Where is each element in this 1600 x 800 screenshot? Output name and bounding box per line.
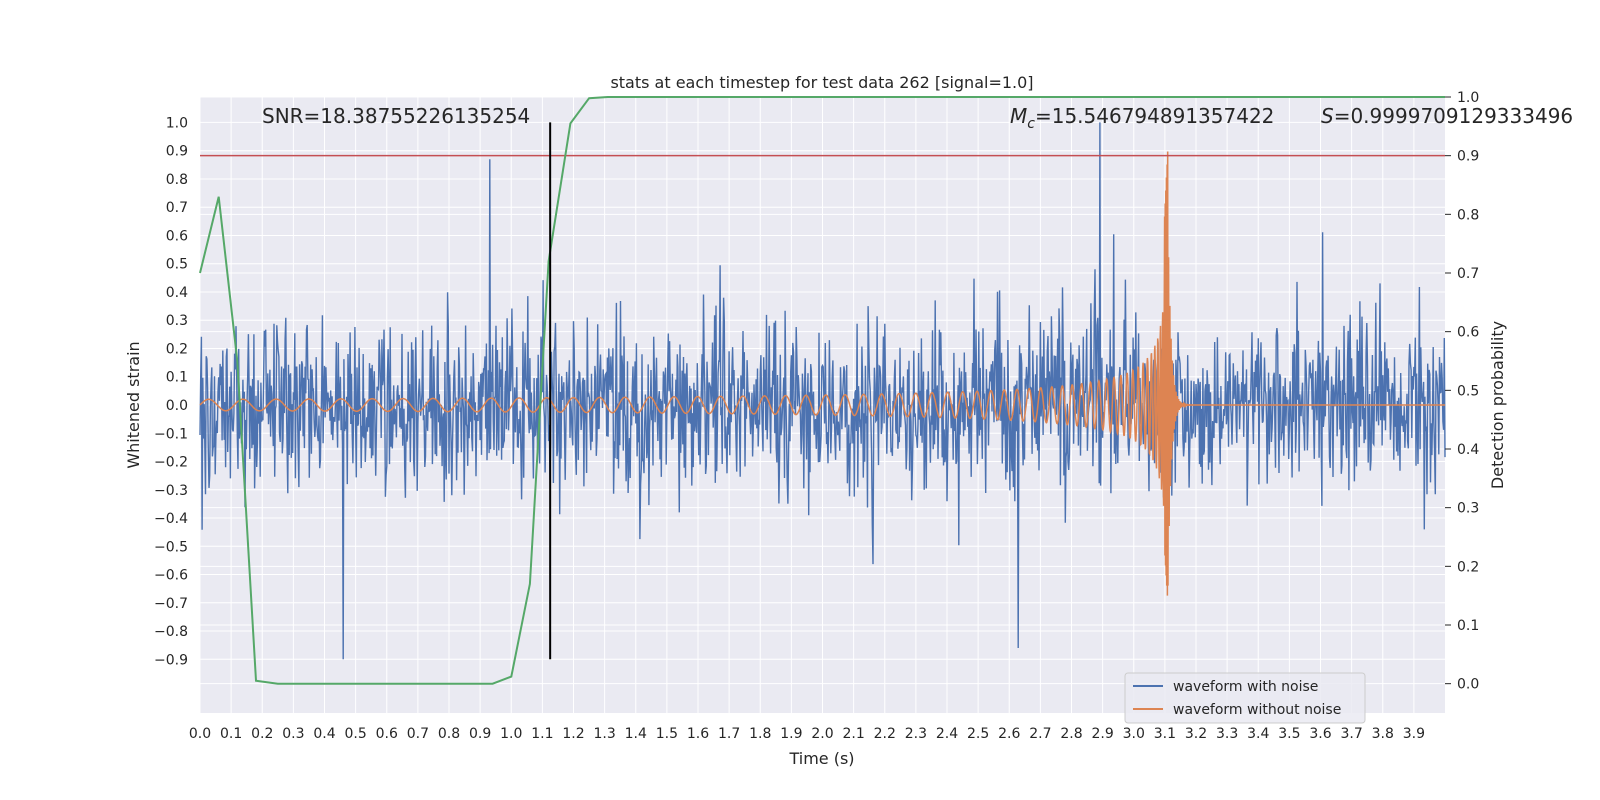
y-tick-labels: 1.0 0.9 0.8 0.7 0.6 0.5 0.4 0.3 0.2 0.1 0.0 −0.1 −0.… [154,115,188,668]
y2-tick-label: 0.0 [1457,677,1479,693]
x-tick-label: 3.4 [1247,726,1269,742]
y-tick-label: 0.0 [166,398,188,414]
x-tick-label: 0.4 [313,726,335,742]
x-tick-label: 2.1 [842,726,864,742]
y2-tick-label: 0.8 [1457,207,1479,223]
y-tick-label: −0.6 [154,568,188,584]
y2-tick-label: 0.5 [1457,383,1479,399]
y2-tick-label: 0.1 [1457,618,1479,634]
y-tick-label: 0.5 [166,257,188,273]
series-line-detection-probability [199,96,1445,685]
legend: waveform with noise waveform without noi… [1124,672,1366,724]
chirp-mass-value: =15.546794891357422 [1035,104,1274,128]
x-tick-label: 1.1 [531,726,553,742]
y-tick-label: 0.9 [166,144,188,160]
x-tick-label: 1.6 [687,726,709,742]
y-tick-label: −0.9 [154,652,188,668]
x-tick-label: 1.2 [562,726,584,742]
y2-tick-label: 0.7 [1457,266,1479,282]
y-tick-label: 0.8 [166,172,188,188]
y-tick-label: 0.3 [166,313,188,329]
x-tick-label: 1.3 [593,726,615,742]
y-tick-label: −0.5 [154,539,188,555]
y-tick-label: 0.1 [166,370,188,386]
x-tick-label: 0.7 [407,726,429,742]
x-tick-label: 0.8 [438,726,460,742]
y2-tick-label: 0.6 [1457,325,1479,341]
x-tick-labels: 0.0 0.1 0.2 0.3 0.4 0.5 0.6 0.7 0.8 0.9 1.0 1.1 1.2 1… [189,726,1425,742]
x-tick-label: 0.1 [220,726,242,742]
score-annotation: S=0.9999709129333496 [1321,104,1573,128]
x-tick-label: 1.4 [625,726,647,742]
y2-tick-label: 0.2 [1457,559,1479,575]
y2-tick-label: 0.4 [1457,442,1479,458]
legend-label-noise: waveform with noise [1173,679,1318,695]
x-tick-label: 2.9 [1091,726,1113,742]
score-symbol: S [1321,104,1334,128]
x-tick-label: 1.9 [780,726,802,742]
x-tick-label: 3.8 [1372,726,1394,742]
grid-horizontal [200,121,1445,660]
x-tick-label: 1.5 [656,726,678,742]
y-tick-label: 0.7 [166,200,188,216]
x-tick-label: 2.7 [1029,726,1051,742]
x-tick-label: 3.7 [1340,726,1362,742]
y-tick-label: −0.8 [154,624,188,640]
series-layer [199,96,1446,685]
y-tick-label: −0.2 [154,455,188,471]
x-tick-label: 3.9 [1403,726,1425,742]
x-tick-label: 0.2 [251,726,273,742]
x-tick-label: 1.8 [749,726,771,742]
chirp-mass-annotation: Mc=15.546794891357422 [1010,104,1274,132]
x-tick-label: 2.2 [874,726,896,742]
x-tick-label: 2.5 [967,726,989,742]
x-tick-label: 0.5 [344,726,366,742]
x-tick-label: 0.0 [189,726,211,742]
x-tick-label: 1.7 [718,726,740,742]
y-tick-label: −0.3 [154,483,188,499]
x-tick-label: 0.6 [376,726,398,742]
x-tick-label: 2.4 [936,726,958,742]
x-tick-label: 0.9 [469,726,491,742]
legend-box [1124,672,1366,724]
y2-tick-label: 0.3 [1457,501,1479,517]
x-tick-label: 1.0 [500,726,522,742]
x-tick-label: 2.6 [998,726,1020,742]
x-tick-label: 2.3 [905,726,927,742]
chart-title: stats at each timestep for test data 262… [610,73,1033,92]
snr-annotation: SNR=18.38755226135254 [262,104,530,128]
y2-tick-label: 0.9 [1457,149,1479,165]
y-tick-label: 0.2 [166,341,188,357]
legend-label-clean: waveform without noise [1173,702,1341,718]
x-tick-label: 0.3 [282,726,304,742]
y-tick-label: −0.1 [154,426,188,442]
x-tick-label: 2.8 [1060,726,1082,742]
x-tick-label: 3.3 [1216,726,1238,742]
y-tick-label: 0.6 [166,228,188,244]
x-tick-label: 3.0 [1123,726,1145,742]
chirp-mass-subscript: c [1027,116,1035,132]
x-tick-label: 3.2 [1185,726,1207,742]
y2-axis-label: Detection probability [1488,321,1507,489]
x-tick-label: 3.5 [1278,726,1300,742]
y-tick-label: 1.0 [166,115,188,131]
series-line-waveform-with-noise [199,122,1446,660]
series-line-waveform-without-noise [199,151,1445,596]
x-tick-label: 3.6 [1309,726,1331,742]
score-value: =0.9999709129333496 [1334,104,1573,128]
y-tick-label: 0.4 [166,285,188,301]
y2-tick-labels: 1.0 0.9 0.8 0.7 0.6 0.5 0.4 0.3 0.2 0.1 0.0 [1445,90,1479,693]
x-tick-label: 3.1 [1154,726,1176,742]
chirp-mass-symbol: M [1010,104,1027,128]
y-tick-label: −0.7 [154,596,188,612]
x-tick-label: 2.0 [811,726,833,742]
y-axis-label: Whitened strain [124,341,143,468]
x-axis-label: Time (s) [788,749,854,768]
y-tick-label: −0.4 [154,511,188,527]
y2-tick-label: 1.0 [1457,90,1479,106]
